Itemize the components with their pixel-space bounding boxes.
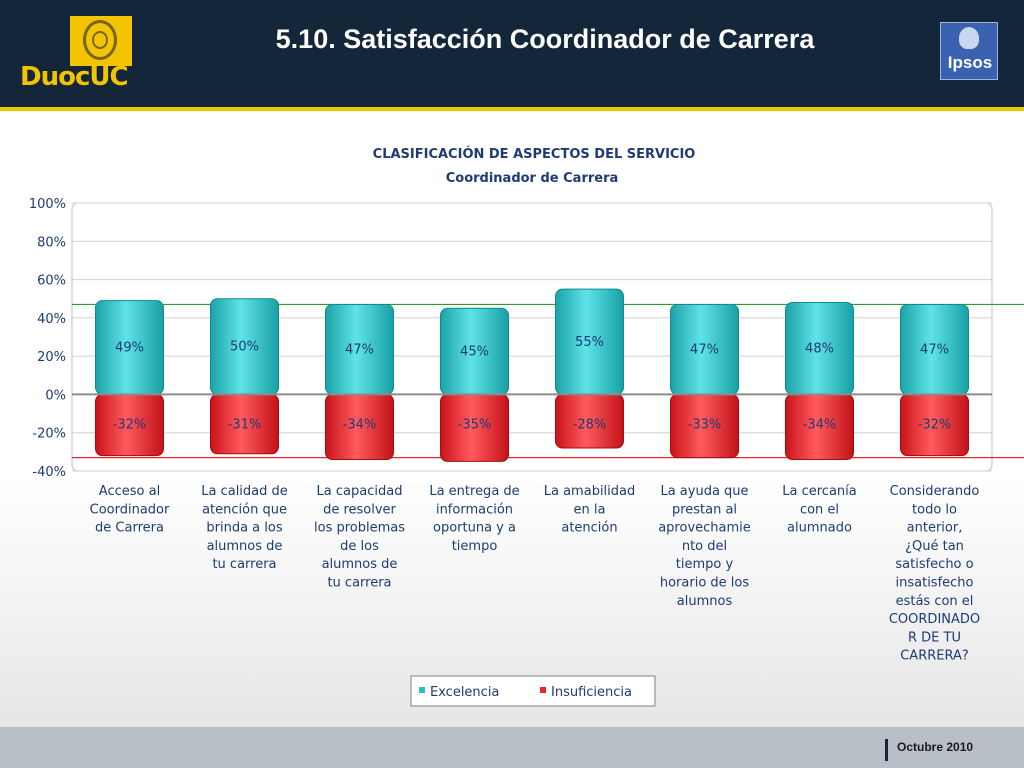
data-label: 55% [575,335,604,350]
category-label-line: La capacidad [317,484,403,499]
category-label-line: R DE TU [908,630,961,645]
category-label-line: de los [340,539,379,554]
data-label: 49% [115,341,144,356]
data-label: -28% [573,417,607,432]
category-label-line: de resolver [323,502,396,517]
legend-box [410,675,656,707]
category-label-line: oportuna y a [433,521,516,536]
data-label: -34% [803,417,837,432]
y-tick-label: -40% [32,465,66,480]
category-label-line: La ayuda que [660,484,748,499]
category-label-line: estás con el [896,594,974,609]
data-label: -35% [458,417,492,432]
page-title: 5.10. Satisfacción Coordinador de Carrer… [275,24,815,54]
category-label-line: satisfecho o [895,557,973,572]
chart-title: CLASIFICACIÓN DE ASPECTOS DEL SERVICIO [373,146,696,162]
data-label: -34% [343,417,377,432]
footer-divider [885,739,888,761]
category-label-line: Considerando [890,484,980,499]
category-label-line: tu carrera [327,576,391,591]
y-tick-label: 0% [45,388,66,403]
category-label: La entrega de información oportuna y a tiem… [429,484,519,554]
y-tick-label: 20% [37,350,66,365]
legend-swatch-excelencia [419,687,425,693]
category-label-line: alumnos de [322,557,398,572]
header-accent-line [0,107,1024,111]
category-label-line: tu carrera [212,557,276,572]
footer-bar: Octubre 2010 [0,727,1024,768]
duocuc-logo: DuocUC [20,16,132,90]
category-label-line: Acceso al [99,484,160,499]
category-label-line: La calidad de [201,484,288,499]
category-label-line: brinda a los [206,521,282,536]
bar-chart: CLASIFICACIÓN DE ASPECTOS DEL SERVICIO C… [29,146,1024,707]
category-label-line: nto del [682,539,727,554]
y-tick-label: 100% [29,197,66,212]
ipsos-logo: Ipsos [940,22,998,80]
data-label: 50% [230,340,259,355]
category-label: La cercanía con el alumnado [782,484,856,536]
y-tick-label: 60% [37,274,66,289]
legend-swatch-insuficiencia [540,687,546,693]
data-label: -32% [113,417,147,432]
category-label-line: tiempo y [676,557,734,572]
category-label-line: información [436,502,513,517]
y-tick-label: -20% [32,427,66,442]
legend: Excelencia Insuficiencia [410,675,656,707]
y-axis-ticks: 100% 80% 60% 40% 20% 0% -20% -40% [29,197,66,480]
x-axis-categories: Acceso al Coordinador de Carrera La calidad… [90,484,981,664]
category-label-line: alumnos [677,594,733,609]
category-label-line: en la [574,502,606,517]
footer-date: Octubre 2010 [897,740,974,754]
category-label: La amabilidad en la atención [544,484,636,536]
category-label: La capacidad de resolver los problemas de l… [314,484,405,591]
category-label-line: La amabilidad [544,484,636,499]
category-label-line: alumnado [787,521,852,536]
category-label-line: insatisfecho [896,576,974,591]
category-label: Acceso al Coordinador de Carrera [90,484,170,536]
data-label: 47% [345,342,374,357]
category-label-line: anterior, [907,521,963,536]
category-label-line: La entrega de [429,484,519,499]
category-label-line: aprovechamie [658,521,751,536]
category-label-line: Coordinador [90,502,170,517]
category-label-line: de Carrera [95,521,164,536]
data-label: 47% [690,342,719,357]
category-label: Considerando todo lo anterior, ¿Qué tan sati… [889,484,980,664]
category-label-line: atención que [202,502,287,517]
category-label-line: los problemas [314,521,405,536]
category-label: La ayuda que prestan al aprovechamie nto de… [658,484,751,609]
y-tick-label: 40% [37,312,66,327]
bars: 49% 50% 47% 45% 55% 47% 48% 47% -32% -31% -34% -35%… [95,288,969,462]
data-label: -31% [228,417,262,432]
data-label: 48% [805,341,834,356]
category-label-line: todo lo [912,502,957,517]
ipsos-wordmark: Ipsos [947,53,993,72]
category-label-line: atención [561,521,617,536]
data-label: 45% [460,344,489,359]
duocuc-wordmark: DuocUC [20,62,129,92]
category-label-line: COORDINADO [889,612,980,627]
data-label: -33% [688,417,722,432]
category-label-line: prestan al [672,502,737,517]
chart-subtitle: Coordinador de Carrera [446,171,619,186]
header-bar [0,0,1024,107]
duocuc-seal-icon [70,16,132,66]
data-label: -32% [918,417,952,432]
category-label-line: CARRERA? [900,649,969,664]
data-label: 47% [920,342,949,357]
category-label-line: tiempo [452,539,498,554]
category-label-line: ¿Qué tan [905,539,964,554]
ipsos-head-icon [959,27,979,49]
category-label: La calidad de atención que brinda a los alu… [201,484,288,572]
category-label-line: alumnos de [207,539,283,554]
legend-label-insuficiencia: Insuficiencia [551,685,632,700]
y-tick-label: 80% [37,235,66,250]
category-label-line: horario de los [660,576,749,591]
category-label-line: con el [800,502,839,517]
legend-label-excelencia: Excelencia [430,685,499,700]
category-label-line: La cercanía [782,484,856,499]
